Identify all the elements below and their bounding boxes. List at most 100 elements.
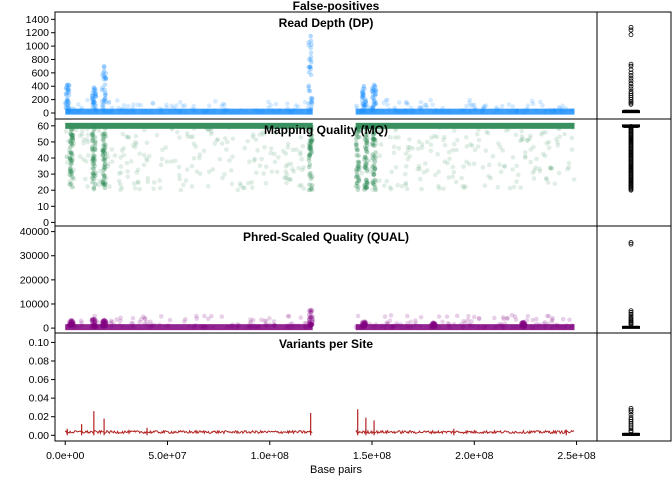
data-point [446, 149, 452, 155]
data-point [81, 140, 86, 146]
data-point [520, 321, 526, 327]
data-point [98, 168, 103, 174]
data-point [261, 132, 266, 137]
data-point [356, 165, 361, 170]
data-point [364, 177, 369, 183]
data-point [283, 175, 289, 181]
data-point [256, 324, 261, 329]
data-point [89, 324, 95, 330]
data-point [371, 130, 377, 136]
data-point [354, 142, 359, 148]
data-point [64, 96, 70, 102]
data-point [481, 324, 486, 330]
data-point [74, 324, 79, 330]
data-point [145, 323, 151, 328]
data-point [363, 134, 369, 140]
data-point [100, 319, 106, 324]
data-point [144, 156, 149, 162]
data-point [64, 154, 69, 159]
data-point [133, 133, 139, 139]
data-point [68, 168, 73, 174]
data-point [70, 142, 75, 148]
data-point [462, 320, 468, 326]
data-point [356, 153, 361, 158]
data-point [362, 321, 368, 326]
data-point [520, 136, 526, 142]
data-point [366, 105, 371, 110]
data-point [429, 322, 434, 328]
data-point [288, 177, 294, 183]
data-point [303, 324, 309, 330]
data-point [522, 323, 528, 328]
data-point [432, 109, 437, 114]
panel-4: 0.000.020.040.060.080.10 Variants per Sit… [29, 332, 672, 442]
data-point [555, 140, 560, 145]
data-point [68, 320, 74, 326]
data-point [106, 99, 112, 105]
data-point [430, 322, 436, 327]
data-point [552, 181, 558, 187]
data-point [363, 321, 369, 326]
data-point [372, 185, 378, 190]
data-point [64, 82, 70, 88]
data-point [429, 135, 434, 140]
data-point [303, 320, 309, 326]
data-point [363, 146, 369, 152]
data-point [363, 137, 369, 143]
data-point [125, 174, 131, 180]
data-point [361, 104, 367, 109]
data-point [356, 176, 362, 181]
data-point [126, 135, 131, 140]
data-point [451, 321, 457, 327]
data-point [362, 136, 368, 142]
data-point [553, 322, 558, 328]
data-point [430, 322, 435, 328]
data-point [355, 313, 361, 319]
data-point [537, 322, 542, 327]
data-point [430, 320, 436, 326]
data-point [70, 320, 75, 326]
data-point [363, 155, 369, 161]
data-point [521, 321, 527, 326]
data-point [430, 323, 436, 328]
data-point [393, 127, 398, 133]
data-point [569, 135, 575, 141]
data-point [249, 180, 255, 185]
data-point [230, 154, 235, 160]
data-point [569, 324, 575, 329]
data-point [261, 109, 267, 114]
data-point [129, 109, 135, 114]
data-point [101, 76, 106, 82]
data-point [92, 163, 97, 169]
data-point [371, 153, 377, 159]
data-point [533, 165, 538, 170]
data-point [430, 322, 436, 328]
data-point [529, 324, 535, 330]
data-point [91, 105, 97, 111]
data-point [144, 319, 149, 325]
y-tick-label: 0.06 [29, 374, 50, 386]
data-point [103, 182, 108, 187]
data-point [372, 166, 378, 172]
data-point [504, 316, 510, 321]
data-point [370, 104, 376, 110]
data-point [102, 96, 108, 102]
data-point [466, 161, 472, 167]
data-point [101, 323, 106, 329]
data-point [404, 109, 409, 114]
data-point [483, 148, 489, 153]
boxplot-outlier [628, 67, 634, 72]
data-point [120, 131, 126, 137]
data-point [360, 101, 365, 107]
data-point [251, 108, 257, 113]
data-point [89, 317, 95, 323]
data-point [100, 318, 106, 324]
y-tick-label: 20 [37, 185, 49, 197]
data-point [400, 109, 406, 114]
data-point [514, 108, 520, 114]
data-point [542, 153, 548, 159]
data-point [200, 324, 206, 329]
data-point [143, 108, 149, 114]
data-point [102, 150, 108, 156]
data-point [432, 324, 438, 329]
